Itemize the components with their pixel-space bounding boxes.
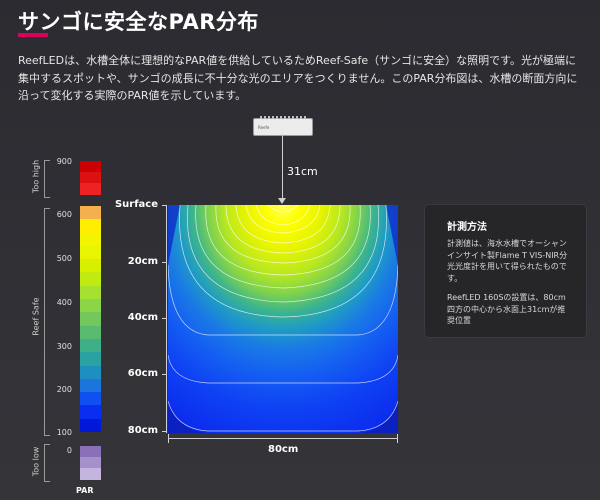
width-axis-cap-right	[397, 434, 398, 443]
reef-safe-swatch	[80, 259, 101, 273]
reef-safe-swatch	[80, 418, 101, 433]
reef-safe-swatch	[80, 405, 101, 420]
reef-safe-swatch	[80, 325, 101, 340]
too-low-swatch	[80, 468, 101, 480]
reef-safe-label: Reef Safe	[31, 297, 41, 336]
too-high-bracket	[44, 160, 50, 198]
note-title: 計測方法	[447, 222, 487, 233]
par-unit-label: PAR	[76, 486, 94, 495]
reef-safe-swatch	[80, 352, 101, 367]
fixture-heatsink	[260, 116, 306, 119]
reef-safe-swatch	[80, 245, 101, 260]
reef-safe-swatch	[80, 232, 101, 247]
depth-label-surface: Surface	[114, 199, 158, 210]
fixture-distance-label: 31cm	[287, 165, 318, 178]
distance-line	[282, 134, 283, 202]
depth-tick	[162, 374, 167, 375]
tank-width-label: 80cm	[268, 444, 299, 455]
reef-safe-swatch	[80, 392, 101, 406]
reef-safe-swatch	[80, 206, 101, 220]
depth-tick	[162, 431, 167, 432]
depth-tick	[162, 318, 167, 319]
width-axis-line	[168, 438, 398, 439]
depth-tick	[162, 262, 167, 263]
too-low-label: Too low	[31, 446, 41, 477]
too-high-label: Too high	[31, 159, 41, 194]
reef-safe-swatch	[80, 285, 101, 300]
depth-label-20cm: 20cm	[127, 256, 158, 267]
too-high-swatch	[80, 161, 101, 173]
reef-safe-swatch	[80, 299, 101, 313]
tick-900: 900	[56, 157, 72, 166]
reef-safe-swatch	[80, 365, 101, 380]
tick-200: 200	[56, 385, 72, 394]
measurement-note-card: 計測方法 計測値は、海水水槽でオーシャンインサイト製Flame T VIS-NI…	[425, 205, 586, 337]
note-paragraph-1: 計測値は、海水水槽でオーシャンインサイト製Flame T VIS-NIR分光光度…	[447, 239, 568, 283]
tick-400: 400	[56, 298, 72, 307]
depth-tick	[162, 205, 167, 206]
depth-label-60cm: 60cm	[127, 368, 158, 379]
depth-label-80cm: 80cm	[127, 425, 158, 436]
too-high-swatch	[80, 172, 101, 184]
reef-safe-swatch	[80, 338, 101, 353]
reef-safe-swatch	[80, 378, 101, 393]
too-low-swatch	[80, 446, 101, 458]
tick-0: 0	[66, 446, 72, 455]
reef-safe-swatch	[80, 272, 101, 287]
tick-300: 300	[56, 342, 72, 351]
tick-600: 600	[56, 210, 72, 219]
arrow-down-icon	[278, 198, 286, 204]
width-axis-cap-left	[168, 434, 169, 443]
page-title: サンゴに安全なPAR分布	[18, 10, 259, 34]
depth-axis-line	[166, 205, 167, 433]
reef-safe-swatch	[80, 312, 101, 327]
note-paragraph-2: ReefLED 160Sの設置は、80cm四方の中心から水面上31cmが推奨位置	[447, 293, 566, 325]
too-low-bracket	[44, 444, 50, 482]
reefled-fixture-icon: Reefe	[253, 116, 313, 136]
tick-500: 500	[56, 254, 72, 263]
depth-label-40cm: 40cm	[127, 312, 158, 323]
title-accent-bar	[18, 33, 48, 37]
too-high-swatch	[80, 183, 101, 195]
intro-paragraph: ReefLEDは、水槽全体に理想的なPAR値を供給しているためReef-Safe…	[18, 54, 578, 102]
reef-safe-swatch	[80, 219, 101, 234]
par-distribution-heatmap	[168, 205, 398, 433]
fixture-brand: Reefe	[258, 125, 270, 130]
reef-safe-bracket	[44, 208, 50, 436]
too-low-swatch	[80, 457, 101, 469]
tick-100: 100	[56, 428, 72, 437]
